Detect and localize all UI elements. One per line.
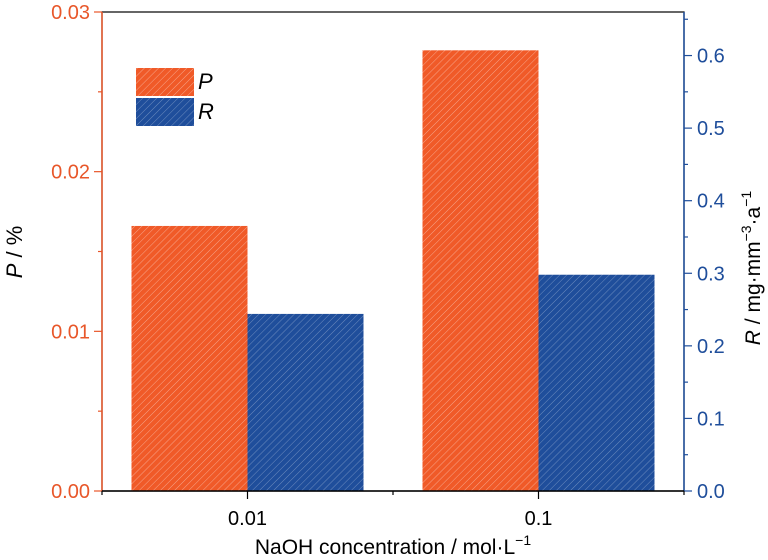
x-tick-label: 0.1 bbox=[525, 508, 553, 530]
right-tick-label: 0.5 bbox=[697, 118, 725, 140]
x-axis-label: NaOH concentration / mol·L−1 bbox=[255, 532, 531, 559]
x-tick-label: 0.01 bbox=[228, 508, 267, 530]
bar-p-1 bbox=[422, 50, 539, 491]
left-tick-label: 0.00 bbox=[51, 481, 90, 503]
right-tick-label: 0.6 bbox=[697, 46, 725, 68]
right-tick-label: 0.2 bbox=[697, 336, 725, 358]
right-ticks-group: 0.0 0.1 0.2 0.3 0.4 0.5 0.6 bbox=[684, 18, 725, 503]
legend: P R bbox=[136, 68, 214, 126]
right-tick-label: 0.1 bbox=[697, 408, 725, 430]
bar-r-0 bbox=[247, 313, 364, 491]
bars-group bbox=[131, 50, 655, 491]
legend-swatch-r bbox=[136, 98, 194, 126]
legend-swatch-p bbox=[136, 68, 194, 96]
bar-r-1 bbox=[538, 274, 655, 491]
right-y-axis-label: R / mg·mm−3·a−1 bbox=[738, 191, 765, 346]
left-tick-label: 0.01 bbox=[51, 321, 90, 343]
bar-p-0 bbox=[131, 225, 248, 491]
left-y-axis-label: P / % bbox=[2, 226, 27, 279]
legend-label-p: P bbox=[198, 69, 213, 94]
left-tick-label: 0.03 bbox=[51, 2, 90, 24]
right-tick-label: 0.0 bbox=[697, 481, 725, 503]
legend-label-r: R bbox=[198, 99, 214, 124]
left-tick-label: 0.02 bbox=[51, 162, 90, 184]
right-tick-label: 0.3 bbox=[697, 263, 725, 285]
x-ticks-group: 0.01 0.1 bbox=[101, 491, 685, 530]
left-ticks-group: 0.00 0.01 0.02 0.03 bbox=[51, 2, 102, 503]
right-tick-label: 0.4 bbox=[697, 191, 725, 213]
